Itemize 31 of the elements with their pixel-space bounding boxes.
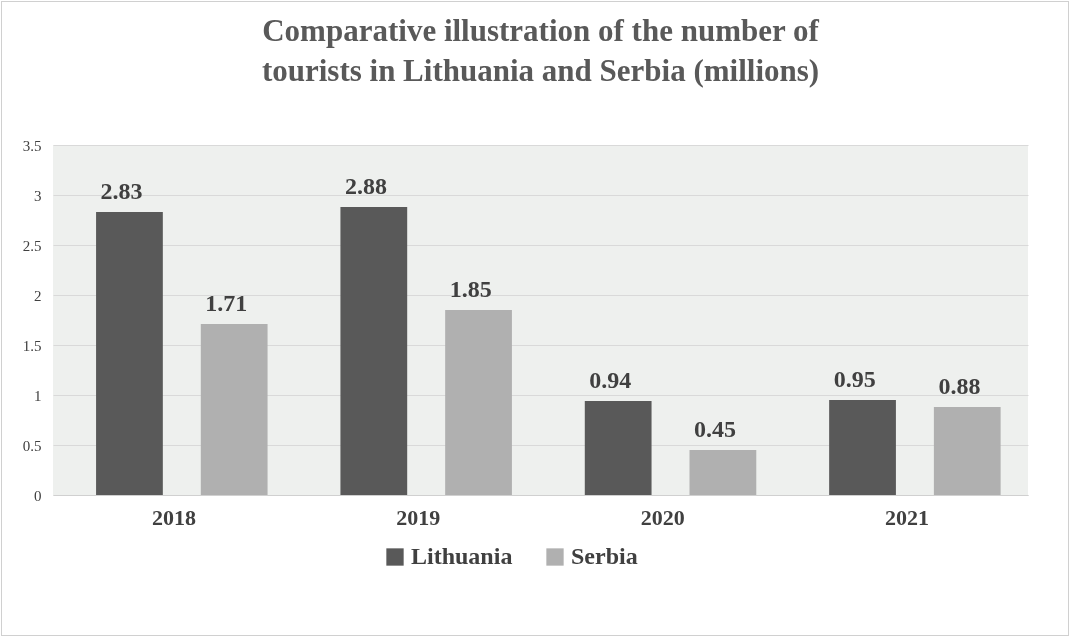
y-tick-label: 3 <box>34 187 42 204</box>
legend-label: Serbia <box>571 543 638 569</box>
x-tick-label: 2019 <box>396 504 441 530</box>
data-label: 0.88 <box>938 373 981 399</box>
y-tick-label: 0 <box>34 487 42 504</box>
y-tick-label: 2 <box>34 287 42 304</box>
bar <box>96 212 163 495</box>
data-label: 0.45 <box>694 416 737 442</box>
bar <box>200 324 268 495</box>
data-label: 1.85 <box>449 276 492 302</box>
bar <box>445 310 512 495</box>
data-label: 0.95 <box>833 366 876 392</box>
y-tick-label: 1 <box>34 387 42 404</box>
x-tick-label: 2020 <box>640 504 685 530</box>
data-label: 1.71 <box>205 290 248 316</box>
x-tick-label: 2018 <box>151 504 196 530</box>
data-label: 0.94 <box>589 367 632 393</box>
y-tick-label: 2.5 <box>22 237 42 254</box>
bar <box>689 450 757 495</box>
data-label: 2.83 <box>100 178 143 204</box>
y-tick-label: 3.5 <box>22 137 42 154</box>
bar <box>340 207 408 495</box>
bar <box>829 400 896 495</box>
bar <box>584 401 652 495</box>
y-tick-label: 1.5 <box>22 337 42 354</box>
bar <box>933 407 1001 495</box>
x-tick-label: 2021 <box>885 504 930 530</box>
chart-title: Comparative illustration of the number of tourists in Lithuania and Serbia (millions) <box>261 13 820 88</box>
data-label: 2.88 <box>344 173 387 199</box>
legend-label: Lithuania <box>411 543 513 569</box>
y-tick-label: 0.5 <box>22 437 42 454</box>
